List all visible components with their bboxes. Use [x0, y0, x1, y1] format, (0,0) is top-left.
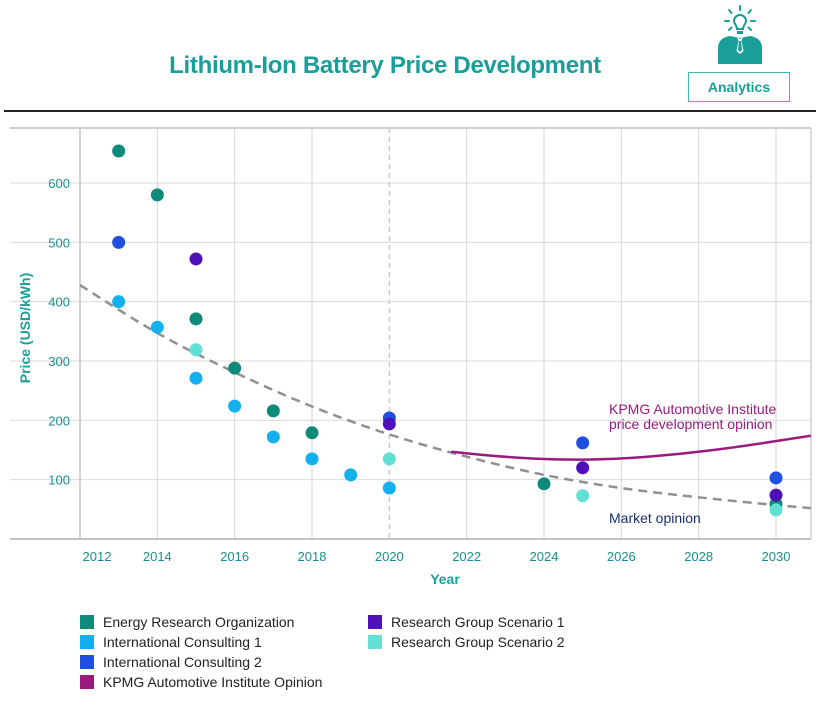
data-point-research-group-scenario-2	[382, 452, 396, 466]
legend-item: Research Group Scenario 1	[368, 612, 565, 632]
y-axis-title: Price (USD/kWh)	[17, 273, 33, 383]
data-point-research-group-scenario-1	[382, 417, 396, 431]
y-tick-label: 200	[48, 413, 70, 428]
x-tick-label: 2020	[375, 549, 404, 564]
x-tick-label: 2018	[298, 549, 327, 564]
x-tick-label: 2030	[762, 549, 791, 564]
analytics-badge: Analytics	[688, 72, 790, 102]
data-point-international-consulting-1	[382, 481, 396, 495]
legend-column-2: Research Group Scenario 1 Research Group …	[368, 612, 565, 652]
data-point-energy-research-organization	[189, 312, 203, 326]
data-point-international-consulting-2	[112, 235, 126, 249]
y-tick-label: 100	[48, 473, 70, 488]
data-point-energy-research-organization	[150, 188, 164, 202]
data-point-international-consulting-1	[228, 399, 242, 413]
y-tick-label: 400	[48, 295, 70, 310]
data-point-international-consulting-2	[576, 436, 590, 450]
data-point-energy-research-organization	[305, 426, 319, 440]
legend-item: Research Group Scenario 2	[368, 632, 565, 652]
data-point-research-group-scenario-2	[576, 489, 590, 503]
data-point-international-consulting-1	[112, 295, 126, 309]
data-point-research-group-scenario-2	[769, 503, 783, 517]
data-point-research-group-scenario-1	[769, 488, 783, 502]
y-tick-label: 300	[48, 354, 70, 369]
kpmg-opinion-line	[451, 434, 811, 461]
data-point-international-consulting-2	[769, 471, 783, 485]
x-tick-label: 2012	[83, 549, 112, 564]
x-tick-label: 2028	[684, 549, 713, 564]
legend-item: International Consulting 1	[80, 632, 322, 652]
x-tick-label: 2022	[452, 549, 481, 564]
legend-column-1: Energy Research Organization Internationa…	[80, 612, 322, 692]
y-tick-label: 600	[48, 176, 70, 191]
data-point-international-consulting-1	[189, 371, 203, 385]
legend-item: KPMG Automotive Institute Opinion	[80, 672, 322, 692]
legend-swatch	[80, 635, 94, 649]
legend-item: International Consulting 2	[80, 652, 322, 672]
kpmg-line-label-2: price development opinion	[609, 416, 772, 432]
chart-area: 100 200 300 400 500 600 2012 2014 2016 2018 2020 20…	[10, 127, 812, 587]
data-point-international-consulting-1	[150, 320, 164, 334]
legend-label: Research Group Scenario 2	[391, 634, 565, 650]
kpmg-line-label-1: KPMG Automotive Institute	[609, 401, 777, 417]
data-point-energy-research-organization	[228, 361, 242, 375]
legend-label: Energy Research Organization	[103, 614, 295, 630]
legend-label: International Consulting 1	[103, 634, 262, 650]
legend-label: KPMG Automotive Institute Opinion	[103, 674, 323, 690]
x-tick-label: 2014	[143, 549, 172, 564]
legend-label: Research Group Scenario 1	[391, 614, 565, 630]
data-point-international-consulting-1	[266, 430, 280, 444]
x-tick-label: 2024	[530, 549, 559, 564]
market-line-label: Market opinion	[609, 510, 701, 526]
legend-swatch	[80, 655, 94, 669]
lightbulb-person-icon	[712, 4, 768, 64]
legend-item: Energy Research Organization	[80, 612, 322, 632]
legend-label: International Consulting 2	[103, 654, 262, 670]
header-divider	[4, 110, 816, 112]
chart-title: Lithium-Ion Battery Price Development	[169, 52, 601, 79]
legend-swatch	[368, 635, 382, 649]
y-tick-label: 500	[48, 235, 70, 250]
x-axis-title: Year	[430, 571, 460, 587]
data-point-international-consulting-1	[344, 468, 358, 482]
data-point-energy-research-organization	[112, 144, 126, 158]
x-tick-label: 2016	[220, 549, 249, 564]
data-point-research-group-scenario-2	[189, 343, 203, 357]
x-tick-label: 2026	[607, 549, 636, 564]
data-point-energy-research-organization	[537, 477, 551, 491]
legend-swatch	[368, 615, 382, 629]
data-point-research-group-scenario-1	[576, 461, 590, 475]
data-point-international-consulting-1	[305, 452, 319, 466]
legend-swatch	[80, 675, 94, 689]
data-point-energy-research-organization	[266, 404, 280, 418]
data-point-research-group-scenario-1	[189, 252, 203, 266]
legend-swatch	[80, 615, 94, 629]
